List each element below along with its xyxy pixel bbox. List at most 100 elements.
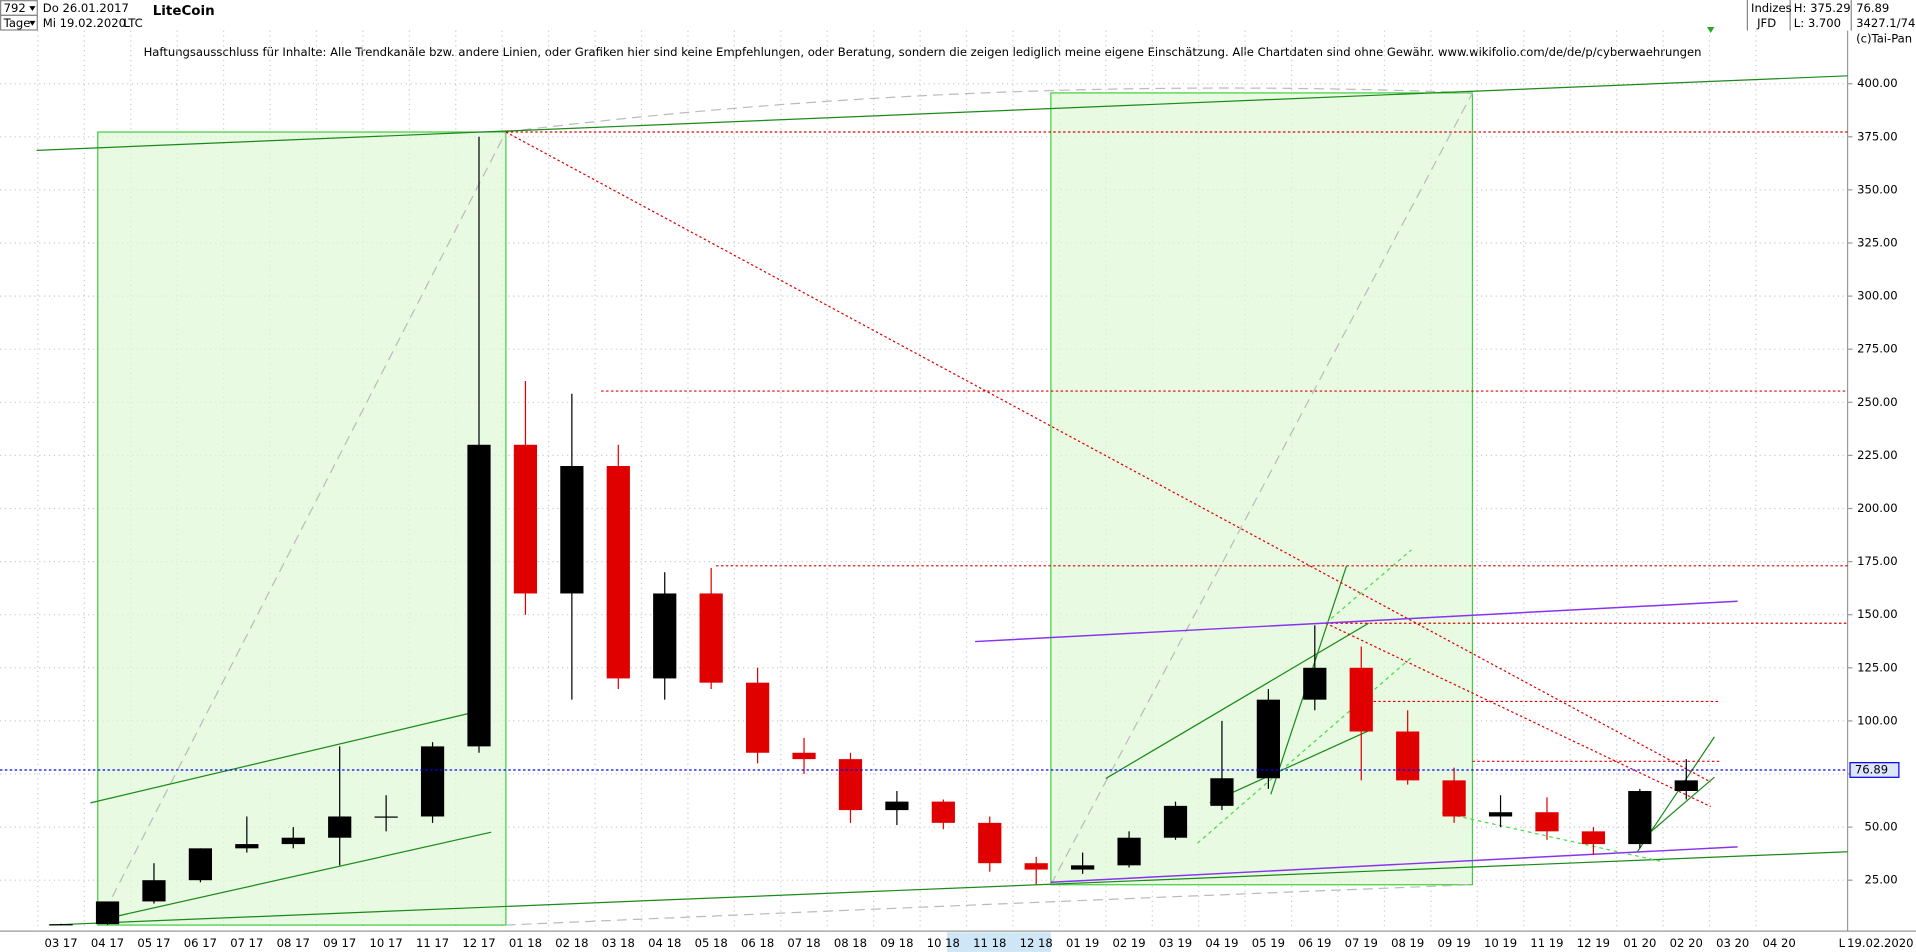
candle-body	[931, 801, 955, 823]
x-tick-label: 12 17	[462, 936, 495, 950]
info: 3427.1/74	[1856, 16, 1915, 30]
x-tick-label: 09 18	[880, 936, 913, 950]
x-tick-label: 10 17	[370, 936, 403, 950]
candle-body	[467, 444, 491, 747]
highlight	[947, 932, 1051, 952]
y-tick-label: 250.00	[1857, 395, 1898, 409]
candle-body	[513, 444, 538, 594]
purple-line	[1050, 846, 1738, 884]
candle-body	[374, 816, 398, 818]
y-tick-label: 275.00	[1857, 342, 1898, 356]
x-tick-label: 11 19	[1530, 936, 1563, 950]
x-tick-label: 03 18	[602, 936, 635, 950]
broker: JFD	[1756, 16, 1776, 30]
x-tick-label: 02 19	[1112, 936, 1145, 950]
low: L: 3.700	[1794, 16, 1841, 30]
diagonal	[1050, 92, 1473, 886]
start-date: Do 26.01.2017	[43, 1, 129, 15]
x-tick-label: 03 20	[1716, 936, 1749, 950]
x-tick-label: 06 17	[184, 936, 217, 950]
footer-date: 19.02.2020	[1847, 936, 1913, 950]
y-tick-label: 125.00	[1857, 660, 1898, 674]
y-tick-label: 25.00	[1864, 873, 1897, 887]
marker	[1707, 26, 1715, 34]
chart-title: LiteCoin	[153, 4, 215, 19]
y-tick-label: 100.00	[1857, 713, 1898, 727]
helper-line	[1441, 812, 1662, 863]
y-tick-label: 350.00	[1857, 182, 1898, 196]
x-tick-label: 04 17	[91, 936, 124, 950]
trendline	[1105, 622, 1369, 779]
x-tick-label: 10 19	[1484, 936, 1517, 950]
x-tick-label: 03 19	[1159, 936, 1192, 950]
x-tick-label: 02 20	[1670, 936, 1703, 950]
candle-body	[1163, 805, 1188, 838]
candle-body	[1535, 812, 1559, 832]
trendline	[90, 708, 489, 804]
x-tick-label: 06 18	[741, 936, 774, 950]
y-tick-label: 150.00	[1857, 607, 1898, 621]
scale: L	[1839, 936, 1846, 950]
purple-line	[975, 600, 1738, 643]
candle-body	[1256, 699, 1280, 779]
candle-body	[745, 682, 770, 753]
trendline	[36, 75, 1848, 151]
x-tick-label: 06 19	[1298, 936, 1331, 950]
x-tick-label: 01 19	[1066, 936, 1099, 950]
x-tick-label: 01 18	[509, 936, 542, 950]
candle-body	[328, 816, 352, 838]
candle-body	[1303, 667, 1327, 700]
last-price-box	[1849, 762, 1900, 778]
candle-body	[838, 759, 863, 811]
y-tick-label: 225.00	[1857, 448, 1898, 462]
x-tick-label: 10 18	[927, 936, 960, 950]
last: 76.89	[1856, 1, 1889, 15]
y-tick-label: 300.00	[1857, 289, 1898, 303]
x-tick-label: 07 18	[787, 936, 820, 950]
candle-body	[1442, 780, 1466, 817]
x-tick-label: 01 20	[1623, 936, 1656, 950]
x-tick-label: 07 19	[1345, 936, 1378, 950]
x-tick-label: 12 19	[1577, 936, 1610, 950]
candle-body	[606, 466, 630, 679]
x-tick-label: 08 19	[1391, 936, 1424, 950]
y-tick-label: 50.00	[1864, 820, 1897, 834]
period-box[interactable]	[0, 14, 38, 31]
candle-body	[95, 901, 120, 925]
x-tick-label: 02 18	[555, 936, 588, 950]
candle-body	[1628, 790, 1652, 845]
helper-line	[1197, 656, 1412, 844]
diagonal	[97, 131, 507, 926]
x-tick-label: 09 17	[323, 936, 356, 950]
candle-body	[188, 848, 213, 881]
trendline	[48, 851, 1848, 926]
x-tick-label: 07 17	[230, 936, 263, 950]
candle-body	[281, 837, 305, 845]
candle-body	[1581, 831, 1606, 845]
candle-body	[1396, 731, 1420, 781]
disclaimer: Haftungsausschluss für Inhalte: Alle Tre…	[144, 45, 1702, 59]
x-tick-label: 08 18	[834, 936, 867, 950]
candle-body	[1210, 778, 1234, 806]
x-tick-label: 03 17	[44, 936, 77, 950]
x-tick-label: 09 19	[1438, 936, 1471, 950]
copyright: (c)Tai-Pan	[1856, 32, 1912, 46]
candle-body	[1488, 812, 1513, 817]
x-tick-label: 05 19	[1252, 936, 1285, 950]
symbol: LTC	[123, 16, 142, 30]
x-tick-label: 04 18	[648, 936, 681, 950]
x-tick-label: 05 17	[137, 936, 170, 950]
candle-body	[49, 924, 73, 926]
candle-body	[142, 880, 166, 902]
period: Tage	[3, 16, 31, 30]
last-price-label: 76.89	[1855, 762, 1888, 776]
candle-body	[1349, 667, 1373, 732]
candle-body	[1117, 837, 1141, 866]
group: Indizes	[1751, 1, 1792, 15]
arc	[505, 884, 1473, 926]
y-tick-label: 325.00	[1857, 236, 1898, 250]
x-tick-label: 08 17	[277, 936, 310, 950]
red-diagonal	[505, 131, 1712, 783]
candle-body	[1674, 780, 1698, 791]
